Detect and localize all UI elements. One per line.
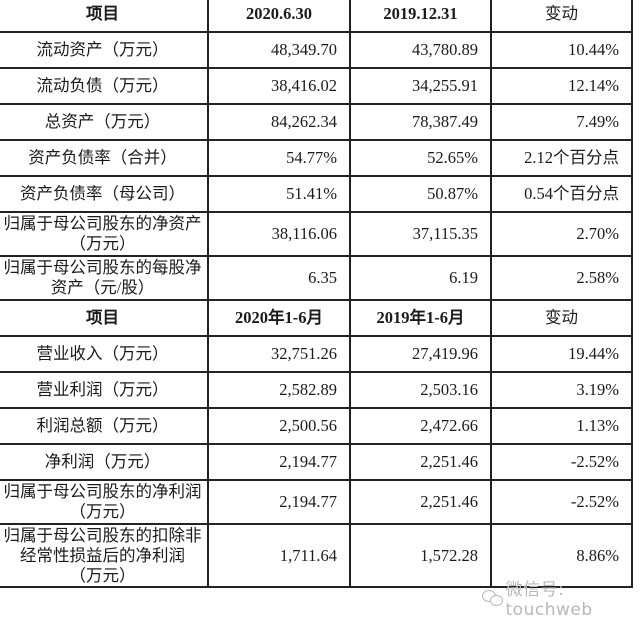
value-change: -2.52% <box>491 444 632 480</box>
value-current: 6.35 <box>208 256 350 300</box>
value-current: 2,194.77 <box>208 444 350 480</box>
value-prior: 2,251.46 <box>350 444 491 480</box>
row-label-line: （万元） <box>0 502 205 522</box>
value-prior: 52.65% <box>350 140 491 176</box>
table-row: 营业利润（万元） 2,582.89 2,503.16 3.19% <box>0 372 632 408</box>
row-label: 流动资产（万元） <box>0 32 208 68</box>
row-label-line: 经常性损益后的净利润 <box>0 546 205 566</box>
table-row: 利润总额（万元） 2,500.56 2,472.66 1.13% <box>0 408 632 444</box>
header-item: 项目 <box>0 300 208 336</box>
row-label: 归属于母公司股东的净资产 （万元） <box>0 212 208 256</box>
row-label: 总资产（万元） <box>0 104 208 140</box>
value-change: 0.54个百分点 <box>491 176 632 212</box>
header-item: 项目 <box>0 0 208 32</box>
value-change: 3.19% <box>491 372 632 408</box>
value-prior: 27,419.96 <box>350 336 491 372</box>
value-change: 7.49% <box>491 104 632 140</box>
value-prior: 1,572.28 <box>350 524 491 587</box>
value-prior: 43,780.89 <box>350 32 491 68</box>
value-current: 32,751.26 <box>208 336 350 372</box>
header-period-current: 2020年1-6月 <box>208 300 350 336</box>
value-change: 2.70% <box>491 212 632 256</box>
row-label: 利润总额（万元） <box>0 408 208 444</box>
value-prior: 34,255.91 <box>350 68 491 104</box>
value-current: 2,194.77 <box>208 480 350 524</box>
value-prior: 50.87% <box>350 176 491 212</box>
income-header-row: 项目 2020年1-6月 2019年1-6月 变动 <box>0 300 632 336</box>
value-change: 2.58% <box>491 256 632 300</box>
value-current: 2,500.56 <box>208 408 350 444</box>
value-current: 48,349.70 <box>208 32 350 68</box>
table-row: 归属于母公司股东的净资产 （万元） 38,116.06 37,115.35 2.… <box>0 212 632 256</box>
row-label-line: 归属于母公司股东的净资产 <box>0 214 205 234</box>
value-change: -2.52% <box>491 480 632 524</box>
table-row: 流动负债（万元） 38,416.02 34,255.91 12.14% <box>0 68 632 104</box>
value-change: 19.44% <box>491 336 632 372</box>
value-prior: 37,115.35 <box>350 212 491 256</box>
row-label-line: 归属于母公司股东的每股净 <box>0 258 205 278</box>
table-row: 净利润（万元） 2,194.77 2,251.46 -2.52% <box>0 444 632 480</box>
table-row: 总资产（万元） 84,262.34 78,387.49 7.49% <box>0 104 632 140</box>
value-current: 2,582.89 <box>208 372 350 408</box>
row-label-line: 归属于母公司股东的扣除非 <box>0 526 205 546</box>
row-label-line: 归属于母公司股东的净利润 <box>0 482 205 502</box>
value-change: 10.44% <box>491 32 632 68</box>
row-label-line: （万元） <box>0 566 205 586</box>
value-current: 54.77% <box>208 140 350 176</box>
table-row: 归属于母公司股东的每股净 资产（元/股） 6.35 6.19 2.58% <box>0 256 632 300</box>
value-current: 38,116.06 <box>208 212 350 256</box>
row-label: 营业利润（万元） <box>0 372 208 408</box>
value-change: 2.12个百分点 <box>491 140 632 176</box>
table-row: 营业收入（万元） 32,751.26 27,419.96 19.44% <box>0 336 632 372</box>
row-label: 净利润（万元） <box>0 444 208 480</box>
row-label: 营业收入（万元） <box>0 336 208 372</box>
value-prior: 6.19 <box>350 256 491 300</box>
row-label: 资产负债率（合并） <box>0 140 208 176</box>
header-change: 变动 <box>491 300 632 336</box>
row-label: 流动负债（万元） <box>0 68 208 104</box>
row-label-line: （万元） <box>0 234 205 254</box>
header-period-prior: 2019.12.31 <box>350 0 491 32</box>
watermark: 微信号: touchweb <box>482 575 640 620</box>
value-current: 38,416.02 <box>208 68 350 104</box>
row-label: 归属于母公司股东的每股净 资产（元/股） <box>0 256 208 300</box>
value-current: 1,711.64 <box>208 524 350 587</box>
header-period-current: 2020.6.30 <box>208 0 350 32</box>
wechat-icon <box>482 590 502 606</box>
financial-table: 项目 2020.6.30 2019.12.31 变动 流动资产（万元） 48,3… <box>0 0 633 588</box>
row-label: 归属于母公司股东的扣除非 经常性损益后的净利润 （万元） <box>0 524 208 587</box>
value-prior: 78,387.49 <box>350 104 491 140</box>
value-prior: 2,503.16 <box>350 372 491 408</box>
balance-header-row: 项目 2020.6.30 2019.12.31 变动 <box>0 0 632 32</box>
table-row: 归属于母公司股东的净利润 （万元） 2,194.77 2,251.46 -2.5… <box>0 480 632 524</box>
value-change: 12.14% <box>491 68 632 104</box>
table-row: 资产负债率（母公司） 51.41% 50.87% 0.54个百分点 <box>0 176 632 212</box>
row-label-line: 资产（元/股） <box>0 278 205 298</box>
value-prior: 2,472.66 <box>350 408 491 444</box>
value-prior: 2,251.46 <box>350 480 491 524</box>
table-row: 资产负债率（合并） 54.77% 52.65% 2.12个百分点 <box>0 140 632 176</box>
value-current: 84,262.34 <box>208 104 350 140</box>
value-change: 1.13% <box>491 408 632 444</box>
value-current: 51.41% <box>208 176 350 212</box>
header-period-prior: 2019年1-6月 <box>350 300 491 336</box>
row-label: 资产负债率（母公司） <box>0 176 208 212</box>
header-change: 变动 <box>491 0 632 32</box>
table-row: 流动资产（万元） 48,349.70 43,780.89 10.44% <box>0 32 632 68</box>
row-label: 归属于母公司股东的净利润 （万元） <box>0 480 208 524</box>
watermark-text: 微信号: touchweb <box>506 575 640 620</box>
